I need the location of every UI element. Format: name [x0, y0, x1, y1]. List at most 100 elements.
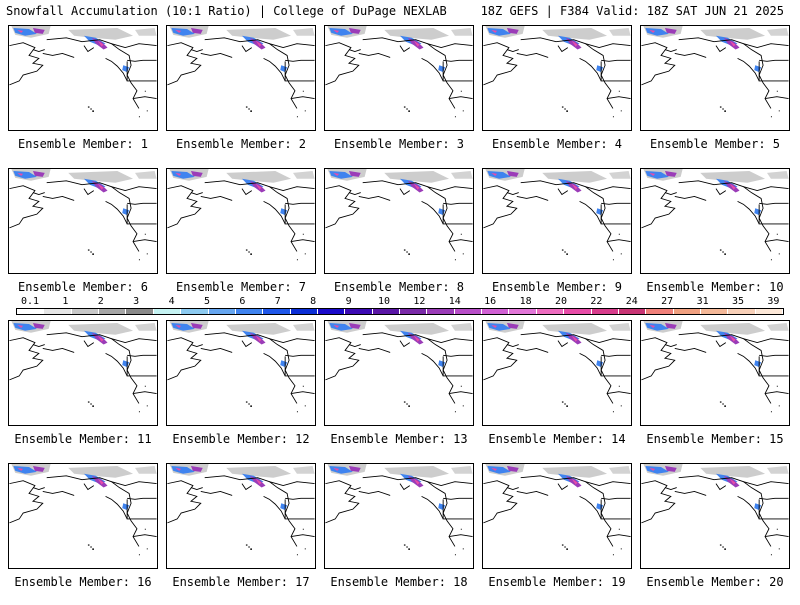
coastline-outline — [641, 475, 789, 547]
snow-shading — [11, 321, 157, 368]
hawaii-islands — [719, 106, 726, 112]
snow-shading — [327, 464, 473, 511]
color-scale-label: 14 — [448, 296, 461, 307]
ensemble-member-panel: Ensemble Member: 17 — [166, 463, 316, 605]
ensemble-member-panel: Ensemble Member: 7 — [166, 168, 316, 310]
snow-shading — [643, 26, 789, 73]
coastline-outline — [9, 37, 157, 109]
hawaii-islands — [719, 401, 726, 407]
snowfall-map — [166, 463, 316, 569]
coastline-outline — [325, 37, 473, 109]
color-scale-swatch — [126, 309, 154, 314]
ensemble-member-panel: Ensemble Member: 16 — [8, 463, 158, 605]
color-scale-label: 35 — [731, 296, 745, 307]
snowfall-map — [640, 25, 790, 131]
color-scale-swatch — [208, 309, 236, 314]
color-scale-label: 4 — [168, 296, 175, 307]
hawaii-islands — [561, 249, 568, 255]
color-scale-swatch — [591, 309, 619, 314]
snowfall-map — [166, 168, 316, 274]
color-scale-label: 39 — [767, 296, 780, 307]
coastline-outline — [167, 37, 315, 109]
color-scale-label: 0.1 — [20, 296, 40, 307]
snowfall-map — [166, 320, 316, 426]
small-islands — [770, 528, 780, 556]
snowfall-map — [324, 463, 474, 569]
snow-shading — [485, 464, 631, 511]
snowfall-map — [482, 168, 632, 274]
small-islands — [770, 385, 780, 413]
snowfall-map — [166, 25, 316, 131]
hawaii-islands — [719, 544, 726, 550]
hawaii-islands — [403, 544, 410, 550]
color-scale-swatch — [317, 309, 346, 314]
ensemble-member-panel: Ensemble Member: 1 — [8, 25, 158, 167]
snowfall-map — [324, 168, 474, 274]
color-scale-swatch — [71, 309, 100, 314]
coastline-outline — [167, 475, 315, 547]
snowfall-map — [324, 25, 474, 131]
coastline-outline — [325, 180, 473, 252]
color-scale-label: 16 — [484, 296, 497, 307]
color-scale-label: 18 — [519, 296, 532, 307]
snow-shading — [169, 169, 315, 216]
color-scale-swatch — [372, 309, 401, 314]
ensemble-member-label: Ensemble Member: 7 — [175, 280, 307, 294]
small-islands — [138, 90, 148, 118]
hawaii-islands — [87, 544, 94, 550]
hawaii-islands — [87, 249, 94, 255]
color-scale-swatch — [181, 309, 209, 314]
snowfall-color-scale: 0.1 1 2 3 4 5 6 7 8 9 10 12 14 16 18 20 22 24 27 31 35 39 — [16, 296, 784, 316]
snow-shading — [11, 169, 157, 216]
color-scale-swatch — [263, 309, 291, 314]
ensemble-member-label: Ensemble Member: 2 — [175, 137, 307, 151]
coastline-outline — [167, 180, 315, 252]
snow-shading — [169, 464, 315, 511]
color-scale-swatch — [618, 309, 647, 314]
ensemble-member-panel: Ensemble Member: 20 — [640, 463, 790, 605]
small-islands — [612, 528, 622, 556]
snowfall-map — [324, 320, 474, 426]
snow-shading — [169, 321, 315, 368]
hawaii-islands — [87, 401, 94, 407]
hawaii-islands — [245, 106, 252, 112]
hawaii-islands — [245, 249, 252, 255]
ensemble-member-panel: Ensemble Member: 8 — [324, 168, 474, 310]
map-title: Snowfall Accumulation (10:1 Ratio) | Col… — [6, 4, 447, 18]
coastline-outline — [325, 332, 473, 404]
small-islands — [138, 385, 148, 413]
ensemble-member-label: Ensemble Member: 6 — [17, 280, 149, 294]
ensemble-member-panel: Ensemble Member: 12 — [166, 320, 316, 462]
ensemble-member-panel: Ensemble Member: 15 — [640, 320, 790, 462]
ensemble-member-panel: Ensemble Member: 4 — [482, 25, 632, 167]
ensemble-member-panel: Ensemble Member: 5 — [640, 25, 790, 167]
color-scale-label: 3 — [133, 296, 140, 307]
snow-shading — [169, 26, 315, 73]
snowfall-map — [482, 25, 632, 131]
hawaii-islands — [245, 401, 252, 407]
ensemble-member-panel: Ensemble Member: 19 — [482, 463, 632, 605]
color-scale-bar — [16, 308, 784, 315]
color-scale-swatch — [646, 309, 674, 314]
ensemble-member-label: Ensemble Member: 9 — [491, 280, 623, 294]
ensemble-member-label: Ensemble Member: 13 — [330, 432, 468, 446]
ensemble-member-label: Ensemble Member: 8 — [333, 280, 465, 294]
ensemble-member-label: Ensemble Member: 15 — [646, 432, 784, 446]
hawaii-islands — [245, 544, 252, 550]
small-islands — [296, 528, 306, 556]
ensemble-member-label: Ensemble Member: 14 — [488, 432, 626, 446]
snow-shading — [327, 169, 473, 216]
snow-shading — [327, 321, 473, 368]
color-scale-label: 7 — [274, 296, 281, 307]
ensemble-member-panel: Ensemble Member: 2 — [166, 25, 316, 167]
color-scale-swatch — [482, 309, 510, 314]
snow-shading — [327, 26, 473, 73]
color-scale-label: 5 — [203, 296, 211, 307]
ensemble-member-label: Ensemble Member: 3 — [333, 137, 465, 151]
small-islands — [612, 385, 622, 413]
coastline-outline — [483, 332, 631, 404]
color-scale-swatch — [345, 309, 373, 314]
ensemble-member-label: Ensemble Member: 10 — [646, 280, 784, 294]
ensemble-member-label: Ensemble Member: 20 — [646, 575, 784, 589]
snowfall-map — [8, 25, 158, 131]
